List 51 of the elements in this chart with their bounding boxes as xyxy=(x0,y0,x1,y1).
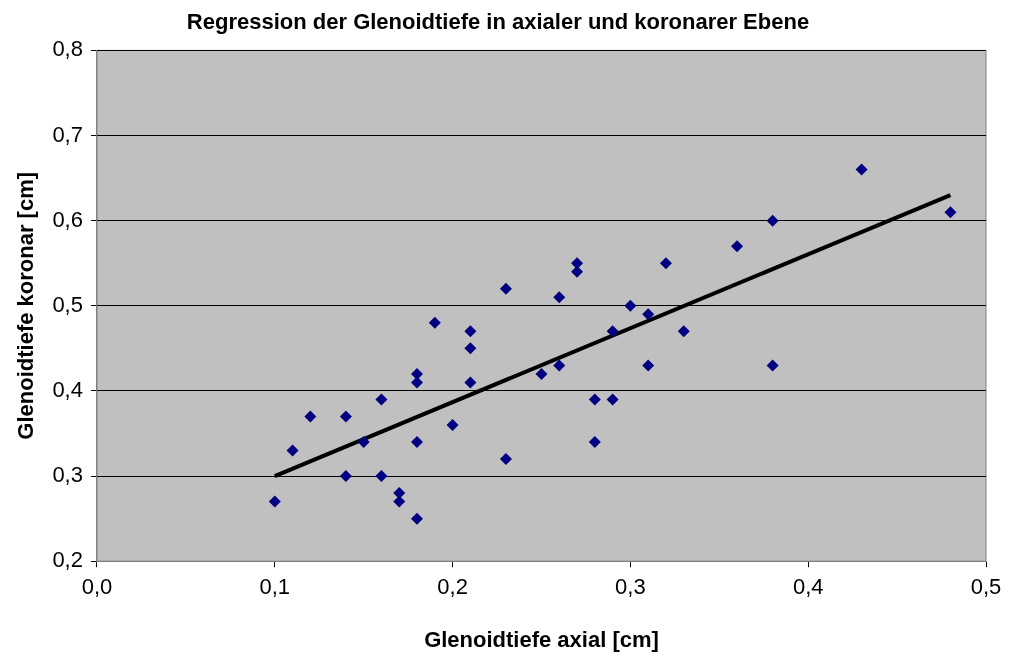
point xyxy=(428,316,441,329)
point xyxy=(659,257,672,270)
x-tick-label: 0,3 xyxy=(615,574,646,600)
point xyxy=(731,240,744,253)
point xyxy=(766,359,779,372)
point xyxy=(553,291,566,304)
point xyxy=(464,325,477,338)
point xyxy=(624,299,637,312)
point xyxy=(499,282,512,295)
point xyxy=(464,376,477,389)
point xyxy=(375,470,388,483)
y-tick-label: 0,3 xyxy=(52,462,83,488)
point xyxy=(411,367,424,380)
point xyxy=(304,410,317,423)
point xyxy=(357,436,370,449)
point xyxy=(446,418,459,431)
y-tick-label: 0,8 xyxy=(52,36,83,62)
y-tick-label: 0,2 xyxy=(52,547,83,573)
point xyxy=(286,444,299,457)
point xyxy=(375,393,388,406)
x-tick-label: 0,2 xyxy=(437,574,468,600)
point xyxy=(606,325,619,338)
y-tick-label: 0,6 xyxy=(52,206,83,232)
point xyxy=(766,214,779,227)
point xyxy=(677,325,690,338)
point xyxy=(411,512,424,525)
point xyxy=(268,495,281,508)
point xyxy=(588,393,601,406)
x-tick-label: 0,5 xyxy=(970,574,1002,600)
point xyxy=(339,470,352,483)
chart-title: Regression der Glenoidtiefe in axialer und koronarer Ebene xyxy=(186,9,810,35)
point xyxy=(339,410,352,423)
point xyxy=(464,342,477,355)
y-axis-title: Glenoidtiefe koronar [cm] xyxy=(13,171,39,440)
x-tick-label: 0,4 xyxy=(792,574,824,600)
point xyxy=(588,436,601,449)
x-tick-label: 0,1 xyxy=(259,574,291,600)
point xyxy=(499,453,512,466)
point xyxy=(944,206,957,219)
point xyxy=(553,359,566,372)
point xyxy=(411,436,424,449)
point xyxy=(642,359,655,372)
y-tick-label: 0,7 xyxy=(52,121,83,147)
point xyxy=(606,393,619,406)
point xyxy=(535,367,548,380)
y-tick-label: 0,4 xyxy=(52,377,83,402)
point xyxy=(855,163,868,176)
y-tick-label: 0,5 xyxy=(52,291,83,317)
x-axis-title: Glenoidtiefe axial [cm] xyxy=(424,626,659,652)
point xyxy=(642,308,655,321)
x-tick-label: 0,0 xyxy=(81,574,113,600)
